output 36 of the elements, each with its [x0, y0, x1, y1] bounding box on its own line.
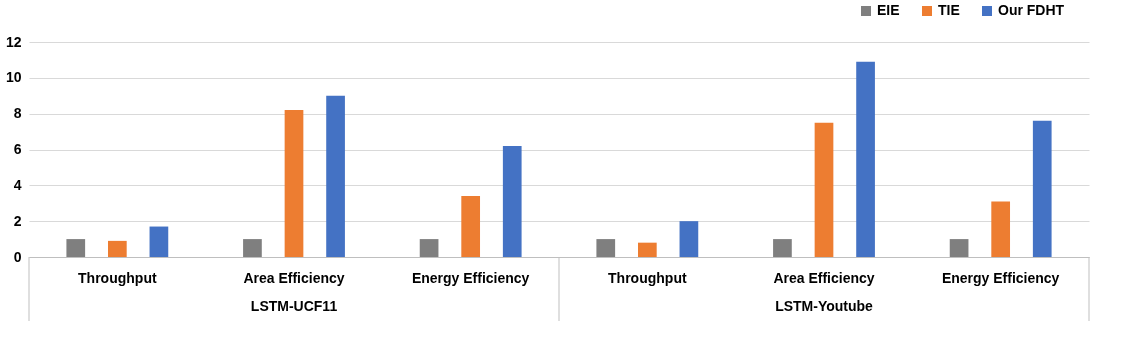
bar — [107, 240, 127, 257]
bar — [326, 95, 345, 257]
y-tick-label: 6 — [13, 141, 22, 157]
x-tick-label: Area Efficiency — [773, 269, 875, 286]
bar — [856, 61, 875, 257]
bar — [773, 239, 792, 257]
bar — [149, 226, 169, 257]
y-tick-label: 12 — [5, 33, 22, 50]
y-tick-label: 8 — [13, 105, 22, 122]
text: LSTM-UCF11 — [250, 298, 338, 314]
bar — [949, 239, 969, 257]
bar — [596, 239, 616, 257]
y-tick-label: 0 — [13, 248, 22, 265]
legend-label: TIE — [938, 2, 960, 18]
bar — [991, 201, 1011, 257]
bar — [243, 239, 262, 257]
x-tick-label: Energy Efficiency — [411, 269, 530, 286]
y-tick-label: 4 — [13, 176, 22, 193]
legend-label: Our FDHT — [998, 2, 1065, 18]
x-tick-label: Throughput — [608, 269, 687, 286]
bar — [419, 239, 439, 257]
y-tick-label: 2 — [13, 212, 22, 229]
x-tick-label: Throughput — [78, 269, 157, 286]
text: LSTM-Youtube — [775, 298, 874, 314]
bar — [679, 221, 699, 257]
x-tick-label: Energy Efficiency — [941, 269, 1060, 286]
legend-label: EIE — [877, 2, 900, 18]
bar — [1032, 120, 1052, 257]
bar — [284, 110, 304, 257]
bar — [502, 145, 522, 257]
bar — [66, 239, 86, 257]
bar — [814, 122, 834, 257]
y-tick-label: 10 — [5, 69, 22, 86]
x-tick-label: Area Efficiency — [243, 269, 345, 286]
bar — [637, 242, 657, 257]
bar — [461, 196, 481, 257]
